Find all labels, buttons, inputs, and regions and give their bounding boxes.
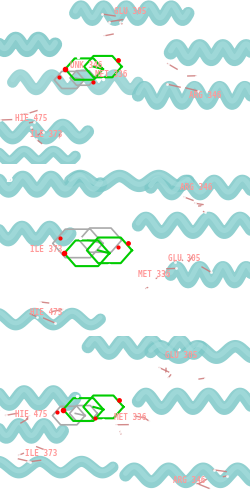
Text: HIE 475: HIE 475 [15,410,47,419]
Text: MET 336: MET 336 [138,270,170,279]
Text: ARG 346: ARG 346 [173,476,205,485]
Text: HIE 475: HIE 475 [15,114,47,123]
Text: MET 336: MET 336 [114,414,146,422]
Text: ILE 373: ILE 373 [30,130,62,140]
Text: ARG 346: ARG 346 [179,183,211,192]
Text: ARG 346: ARG 346 [188,91,220,100]
Text: HIE 475: HIE 475 [30,308,62,317]
Text: MET 336: MET 336 [95,70,127,78]
Text: A: A [5,6,12,16]
Text: GLU 305: GLU 305 [114,7,146,16]
Text: GLU 305: GLU 305 [164,351,196,360]
Text: GLU 305: GLU 305 [168,254,200,262]
Text: ILE 373: ILE 373 [25,450,57,458]
Text: C: C [5,342,12,352]
Text: B: B [5,174,12,184]
Text: UNK 346: UNK 346 [70,62,102,70]
Text: ILE 373: ILE 373 [30,246,62,254]
